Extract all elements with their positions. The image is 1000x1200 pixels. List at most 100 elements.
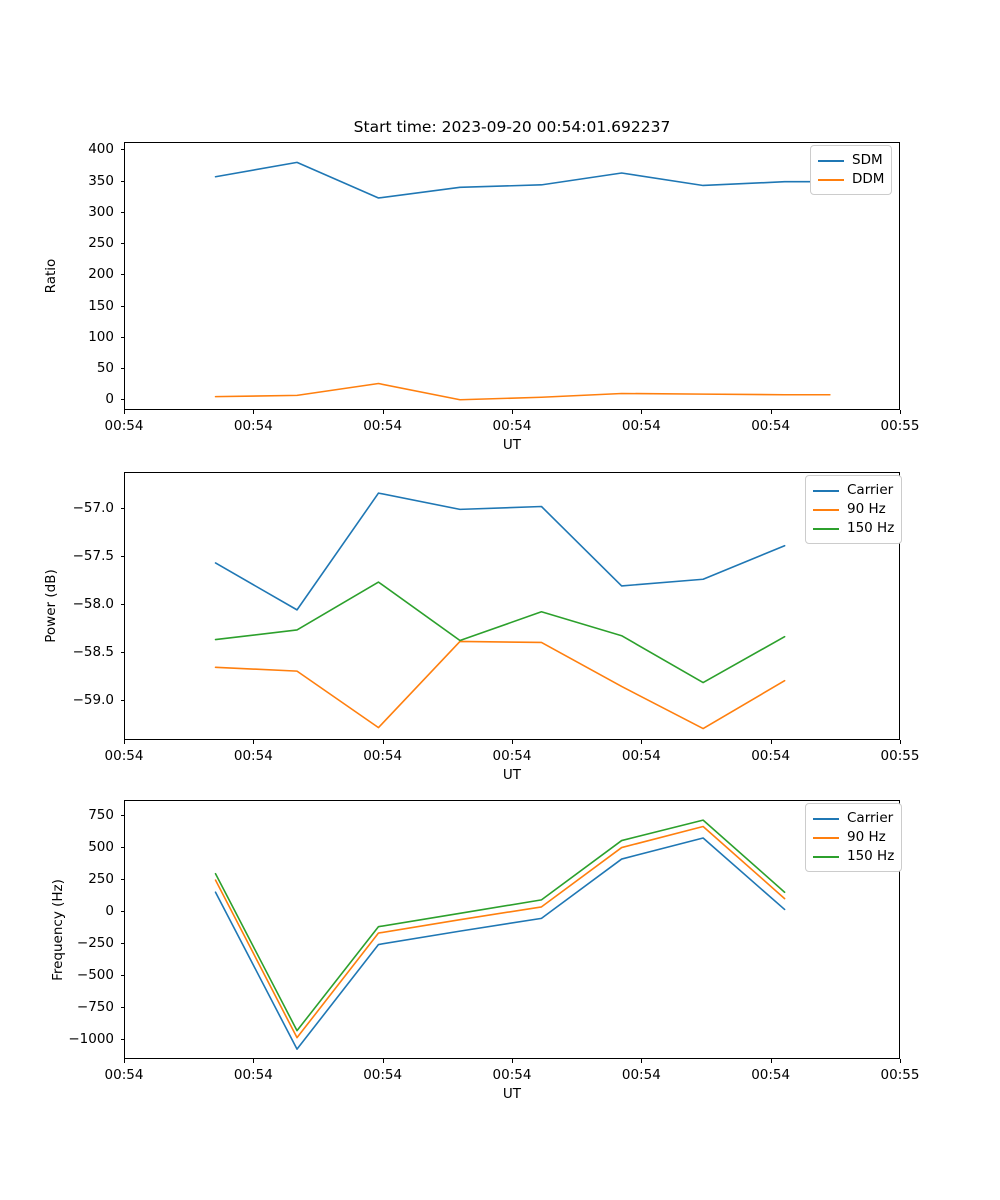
legend-item-ddm[interactable]: DDM (818, 170, 884, 189)
x-tick-mark (382, 410, 384, 414)
x-tick-mark (641, 740, 643, 744)
y-tick-mark (120, 942, 124, 944)
x-tick-label: 00:54 (492, 1067, 532, 1083)
y-tick-mark (120, 243, 124, 245)
plot-lines-ratio (214, 161, 831, 401)
legend-item-90-hz[interactable]: 90 Hz (813, 500, 894, 519)
y-tick-mark (120, 180, 124, 182)
legend-label: Carrier (847, 810, 894, 826)
x-tick-mark (512, 410, 513, 414)
data-line-carrier (214, 837, 786, 1050)
y-tick-label: 400 (88, 141, 114, 158)
x-tick-label: 00:54 (104, 748, 144, 764)
x-axis-label-ut-2: UT (502, 767, 522, 783)
y-tick-mark (120, 879, 124, 881)
x-tick-mark (641, 1059, 643, 1063)
y-tick-mark (120, 399, 124, 401)
y-tick-label: −1000 (68, 1030, 114, 1047)
x-tick-mark (641, 410, 643, 414)
y-tick-label: 200 (88, 266, 114, 283)
x-tick-mark (512, 1059, 513, 1063)
legend-color-swatch (813, 508, 839, 511)
legend-frequency[interactable]: Carrier 90 Hz 150 Hz (805, 803, 903, 872)
data-line-90-hz (214, 640, 786, 730)
legend-item-carrier[interactable]: Carrier (813, 481, 894, 500)
y-tick-mark (120, 274, 124, 276)
x-tick-mark (253, 1059, 255, 1063)
y-tick-mark (120, 651, 124, 653)
y-tick-label: −250 (76, 934, 114, 951)
y-tick-label: 500 (88, 839, 114, 856)
data-line-90-hz (214, 825, 786, 1039)
y-tick-mark (120, 368, 124, 370)
legend-color-swatch (813, 855, 839, 858)
x-tick-mark (900, 410, 901, 414)
y-tick-label: 250 (88, 871, 114, 888)
y-tick-label: −58.5 (72, 643, 114, 660)
x-tick-label: 00:54 (363, 1067, 403, 1083)
y-tick-label: −57.5 (72, 548, 114, 565)
x-tick-label: 00:54 (492, 418, 532, 434)
x-tick-label: 00:54 (363, 748, 403, 764)
x-tick-mark (512, 740, 513, 744)
x-tick-label: 00:54 (233, 1067, 273, 1083)
legend-color-swatch (813, 817, 839, 820)
plot-lines-frequency (214, 819, 786, 1050)
y-tick-mark (120, 211, 124, 213)
legend-item-sdm[interactable]: SDM (818, 151, 884, 170)
legend-label: SDM (852, 152, 883, 168)
x-tick-label: 00:54 (104, 418, 144, 434)
legend-item-carrier[interactable]: Carrier (813, 809, 894, 828)
x-tick-label: 00:55 (880, 1067, 920, 1083)
axes-ratio (124, 142, 900, 410)
legend-item-150-hz[interactable]: 150 Hz (813, 519, 894, 538)
x-axis-label-ut-1: UT (502, 437, 522, 453)
x-tick-mark (770, 410, 772, 414)
x-tick-mark (253, 740, 255, 744)
legend-ratio[interactable]: SDM DDM (810, 145, 893, 195)
data-line-150-hz (214, 819, 786, 1032)
y-tick-mark (120, 305, 124, 307)
x-tick-mark (124, 740, 125, 744)
y-tick-label: 250 (88, 235, 114, 252)
x-tick-label: 00:54 (233, 418, 273, 434)
legend-color-swatch (818, 159, 844, 162)
legend-color-swatch (818, 178, 844, 181)
legend-item-90-hz[interactable]: 90 Hz (813, 828, 894, 847)
plot-lines-power (214, 492, 786, 730)
y-tick-mark (120, 604, 124, 606)
y-tick-mark (120, 974, 124, 976)
legend-label: 90 Hz (847, 829, 886, 845)
y-tick-mark (120, 911, 124, 912)
x-axis-label-ut-3: UT (502, 1086, 522, 1102)
y-tick-label: 50 (96, 360, 114, 377)
legend-label: DDM (852, 171, 885, 187)
y-tick-label: −57.0 (72, 500, 114, 517)
y-tick-label: −59.0 (72, 691, 114, 708)
y-tick-label: 300 (88, 203, 114, 220)
x-tick-label: 00:54 (751, 748, 791, 764)
legend-color-swatch (813, 836, 839, 839)
y-tick-label: 750 (88, 807, 114, 824)
data-line-ddm (214, 382, 831, 401)
y-tick-mark (120, 149, 124, 151)
x-tick-label: 00:54 (492, 748, 532, 764)
y-tick-mark (120, 1006, 124, 1008)
x-tick-mark (382, 740, 384, 744)
x-tick-mark (124, 1059, 125, 1063)
y-tick-mark (120, 847, 124, 849)
x-tick-label: 00:54 (233, 748, 273, 764)
data-line-sdm (214, 161, 831, 199)
axes-frequency (124, 800, 900, 1059)
legend-item-150-hz[interactable]: 150 Hz (813, 847, 894, 866)
x-tick-mark (253, 410, 255, 414)
y-tick-label: 100 (88, 328, 114, 345)
x-tick-label: 00:54 (621, 1067, 661, 1083)
legend-power[interactable]: Carrier 90 Hz 150 Hz (805, 475, 903, 544)
legend-label: 90 Hz (847, 501, 886, 517)
x-tick-label: 00:54 (104, 1067, 144, 1083)
axes-power (124, 472, 900, 740)
y-tick-label: −750 (76, 998, 114, 1015)
figure-title: Start time: 2023-09-20 00:54:01.692237 (353, 118, 671, 136)
